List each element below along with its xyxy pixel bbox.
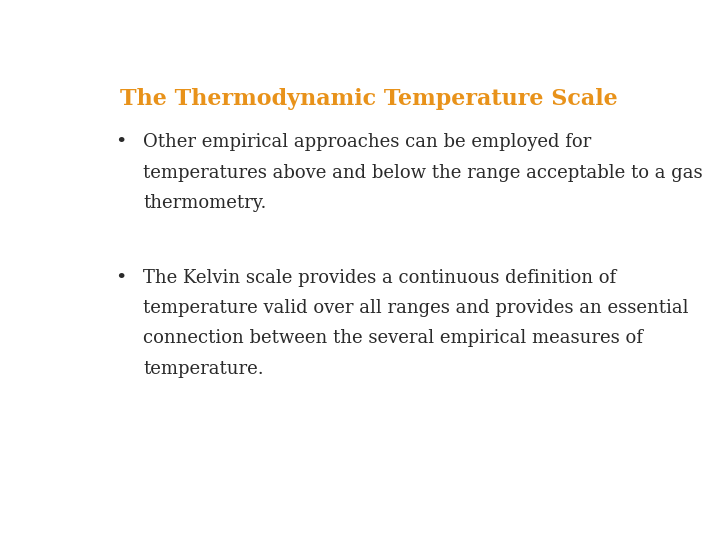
Text: The Thermodynamic Temperature Scale: The Thermodynamic Temperature Scale: [120, 87, 618, 110]
Text: •: •: [115, 268, 127, 287]
Text: The Kelvin scale provides a continuous definition of: The Kelvin scale provides a continuous d…: [143, 268, 616, 287]
Text: connection between the several empirical measures of: connection between the several empirical…: [143, 329, 643, 347]
Text: temperature valid over all ranges and provides an essential: temperature valid over all ranges and pr…: [143, 299, 688, 317]
Text: temperature.: temperature.: [143, 360, 264, 377]
Text: thermometry.: thermometry.: [143, 194, 266, 212]
Text: •: •: [115, 133, 127, 151]
Text: Other empirical approaches can be employed for: Other empirical approaches can be employ…: [143, 133, 591, 151]
Text: temperatures above and below the range acceptable to a gas: temperatures above and below the range a…: [143, 164, 703, 182]
